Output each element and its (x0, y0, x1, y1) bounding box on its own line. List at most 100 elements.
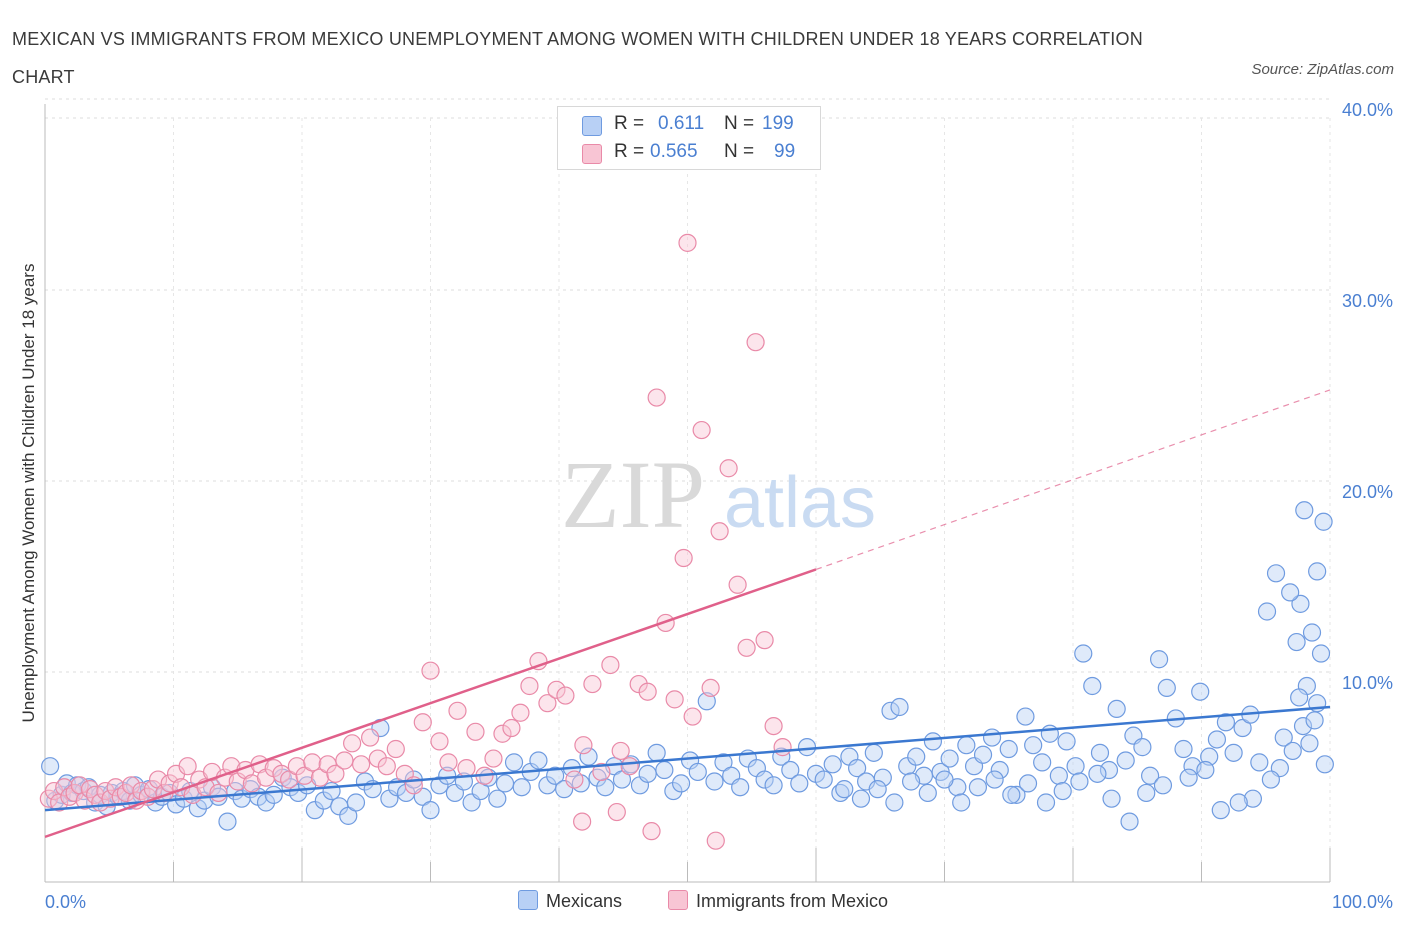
data-point-mexicans (923, 732, 943, 751)
data-point-mexicans (731, 778, 750, 797)
data-point-immigrants (764, 716, 783, 736)
data-point-mexicans (714, 753, 733, 772)
data-point-mexicans (1049, 766, 1068, 785)
trend-lines (44, 389, 1331, 839)
data-point-mexicans (1311, 644, 1331, 663)
data-point-mexicans (1088, 764, 1107, 783)
data-point-mexicans (1137, 783, 1156, 803)
bottom-legend-swatch-immigrants (668, 890, 688, 910)
watermark-zip: ZIP (561, 441, 705, 548)
data-point-mexicans (1120, 812, 1139, 831)
data-point-mexicans (973, 745, 993, 764)
legend-n-value: 199 (762, 113, 794, 134)
data-point-immigrants (607, 802, 626, 822)
data-point-mexicans (864, 743, 883, 762)
data-point-mexicans (1196, 760, 1215, 780)
legend-r-value: 0.611 (658, 113, 705, 134)
legend-n-label: N = (724, 141, 755, 162)
data-point-immigrants (352, 755, 371, 774)
x-tick-label: 100.0% (1332, 892, 1393, 912)
data-point-immigrants (574, 736, 593, 755)
legend-swatch-immigrants (582, 144, 602, 164)
data-point-immigrants (326, 764, 345, 783)
bottom-legend-mexicans: Mexicans (518, 890, 622, 912)
data-point-mexicans (596, 778, 615, 797)
data-point-mexicans (264, 785, 283, 804)
data-point-immigrants (737, 638, 756, 657)
data-point-mexicans (1266, 564, 1286, 583)
data-point-mexicans (851, 789, 871, 808)
data-point-mexicans (814, 770, 833, 789)
data-point-mexicans (1207, 730, 1227, 749)
chart-source: Source: ZipAtlas.com (1251, 61, 1394, 78)
data-point-mexicans (1283, 741, 1302, 761)
watermark-atlas: atlas (724, 463, 876, 543)
data-point-mexicans (885, 793, 904, 812)
data-point-mexicans (1250, 753, 1269, 772)
y-tick-label: 10.0% (1342, 673, 1393, 693)
data-point-mexicans (688, 762, 707, 782)
legend-n-value: 99 (774, 141, 796, 162)
data-point-immigrants (692, 420, 711, 440)
data-point-mexicans (835, 780, 854, 799)
data-point-mexicans (1216, 713, 1236, 732)
data-point-immigrants (611, 741, 630, 761)
data-point-immigrants (656, 613, 675, 633)
data-point-immigrants (674, 548, 693, 568)
data-point-immigrants (678, 233, 697, 252)
data-point-mexicans (1018, 774, 1038, 793)
data-point-mexicans (1107, 699, 1126, 719)
data-point-mexicans (322, 781, 341, 801)
data-point-mexicans (546, 766, 565, 785)
data-point-mexicans (1157, 678, 1176, 698)
grid-lines (45, 98, 1331, 882)
data-point-mexicans (999, 739, 1018, 759)
data-point-mexicans (1302, 623, 1322, 642)
data-point-mexicans (1149, 650, 1169, 669)
data-point-mexicans (823, 755, 842, 774)
data-point-mexicans (430, 776, 449, 795)
legend-n-label: N = (724, 113, 755, 134)
bottom-legend-swatch-mexicans (518, 890, 538, 910)
data-point-immigrants (706, 831, 725, 850)
data-point-immigrants (547, 680, 566, 699)
data-point-mexicans (1036, 793, 1056, 812)
data-point-immigrants (710, 522, 729, 541)
data-point-immigrants (280, 770, 299, 789)
data-point-mexicans (1281, 583, 1300, 602)
data-point-mexicans (1140, 766, 1160, 785)
legend-r-value: 0.565 (650, 141, 698, 162)
data-point-mexicans (529, 751, 548, 770)
data-point-immigrants (520, 676, 539, 696)
data-point-mexicans (504, 753, 524, 772)
data-point-mexicans (1300, 734, 1319, 753)
data-point-immigrants (430, 732, 449, 751)
data-point-immigrants (502, 718, 521, 738)
data-point-mexicans (1243, 789, 1263, 808)
data-point-mexicans (438, 766, 457, 785)
data-point-mexicans (664, 781, 683, 801)
data-point-immigrants (592, 762, 611, 782)
data-point-mexicans (901, 772, 921, 791)
axes (44, 104, 1331, 883)
data-point-mexicans (488, 789, 507, 808)
data-point-mexicans (647, 743, 666, 762)
data-point-mexicans (1007, 785, 1026, 804)
data-point-mexicans (1066, 757, 1085, 776)
data-point-mexicans (188, 799, 208, 818)
tick-labels: 10.0% 20.0% 30.0% 40.0% 0.0% 100.0% (45, 100, 1393, 912)
data-point-immigrants (484, 749, 503, 768)
data-point-immigrants (746, 333, 765, 352)
data-point-immigrants (421, 661, 440, 680)
data-point-mexicans (339, 806, 358, 825)
data-point-immigrants (256, 768, 276, 787)
data-point-mexicans (579, 747, 598, 766)
data-point-mexicans (848, 759, 867, 778)
data-point-mexicans (907, 747, 926, 766)
data-point-mexicans (638, 764, 657, 783)
data-point-mexicans (1174, 739, 1193, 759)
data-point-immigrants (160, 774, 179, 793)
data-point-mexicans (1133, 738, 1152, 757)
bottom-legend-label-immigrants: Immigrants from Mexico (696, 891, 889, 911)
